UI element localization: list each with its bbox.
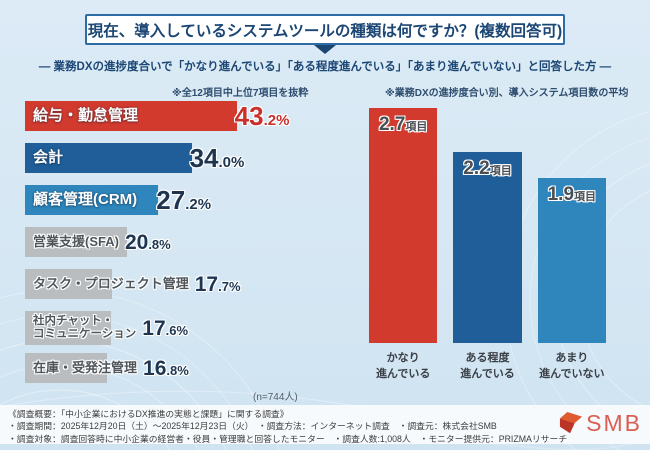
bar	[25, 311, 112, 345]
column-bar: 2.7項目	[369, 108, 438, 343]
bar-row: 社内チャット・ コミュニケーション 17.6%	[25, 311, 325, 345]
column-label: かなり 進んでいる	[375, 352, 431, 380]
subtitle: ― 業務DXの進捗度合いで「かなり進んでいる」「ある程度進んでいる」「あまり進ん…	[38, 61, 612, 73]
bar-label: 顧客管理(CRM)	[33, 190, 138, 208]
arrow-down-icon	[314, 45, 336, 54]
bar	[25, 227, 127, 257]
survey-target-line: ・調査対象：調査回答時に中小企業の経営者・役員・管理職と回答したモニター ・調査…	[8, 433, 568, 444]
bar-value: 20.8%	[124, 230, 171, 254]
smb-logo: SMB	[559, 410, 642, 437]
bar-label: 給与・勤怠管理	[33, 106, 139, 124]
bar	[25, 101, 237, 131]
bar	[25, 185, 159, 215]
page-title-text: 現在、導入しているシステムツールの種類は何ですか？(複数回答可)	[87, 22, 563, 40]
smb-logo-icon	[560, 411, 583, 433]
bar	[25, 143, 192, 173]
bar-row: タスク・プロジェクト管理 17.7%	[25, 269, 325, 299]
bar-row: 顧客管理(CRM) 27.2%	[25, 185, 325, 215]
column-value: 1.9項目	[547, 183, 597, 205]
vertical-bar-chart: 2.7項目 2.2項目 1.9項目	[369, 100, 606, 343]
column-bar: 2.2項目	[453, 151, 522, 343]
bar-value: 27.2%	[156, 185, 212, 215]
bar-label: 会計	[33, 148, 64, 166]
bar	[25, 353, 108, 383]
smb-logo-text: SMB	[586, 410, 642, 436]
bar-value: 17.7%	[194, 272, 241, 296]
survey-period-line: ・調査期間：2025年12月20日（土）～2025年12月23日（火） ・調査方…	[8, 421, 497, 432]
bar-row: 在庫・受発注管理 16.8%	[25, 353, 325, 383]
right-chart-note: ※業務DXの進捗度合い別、導入システム項目数の平均	[385, 88, 629, 99]
bar	[25, 269, 112, 299]
bar-label: 社内チャット・ コミュニケーション	[33, 315, 137, 340]
bar-row: 給与・勤怠管理 43.2%	[25, 101, 325, 131]
bar-row: 営業支援(SFA) 20.8%	[25, 227, 325, 257]
survey-footer: 《調査概要：「中小企業におけるDX推進の実態と課題」に関する調査》 ・調査期間：…	[0, 405, 650, 444]
bar-value: 43.2%	[234, 101, 290, 131]
bar-value: 16.8%	[143, 356, 189, 380]
bar-value: 17.6%	[142, 316, 189, 340]
bar-label: タスク・プロジェクト管理	[33, 275, 189, 291]
bar-label: 営業支援(SFA)	[33, 233, 119, 249]
column-label: あまり 進んでいない	[539, 352, 605, 380]
left-chart-note: ※全12項目中上位7項目を抜粋	[172, 88, 309, 99]
column-value: 2.7項目	[378, 114, 428, 136]
page-title: 現在、導入しているシステムツールの種類は何ですか？(複数回答可)	[85, 14, 565, 45]
sample-size-note: (n=744人)	[253, 392, 298, 403]
bar-label: 在庫・受発注管理	[33, 359, 138, 375]
horizontal-bar-chart: 給与・勤怠管理 43.2% 会計 34.0% 顧客管理(CRM) 27.2% 営業支援(SF…	[25, 101, 325, 395]
column-value: 2.2項目	[463, 157, 512, 179]
bar-value: 34.0%	[189, 143, 245, 173]
vertical-bar-chart-labels: かなり 進んでいる ある程度 進んでいる あまり 進んでいない	[369, 351, 606, 383]
bar-row: 会計 34.0%	[25, 143, 325, 173]
survey-overview-line: 《調査概要：「中小企業におけるDX推進の実態と課題」に関する調査》	[8, 409, 289, 419]
column-bar: 1.9項目	[537, 177, 606, 343]
column-label: ある程度 進んでいる	[460, 352, 515, 380]
